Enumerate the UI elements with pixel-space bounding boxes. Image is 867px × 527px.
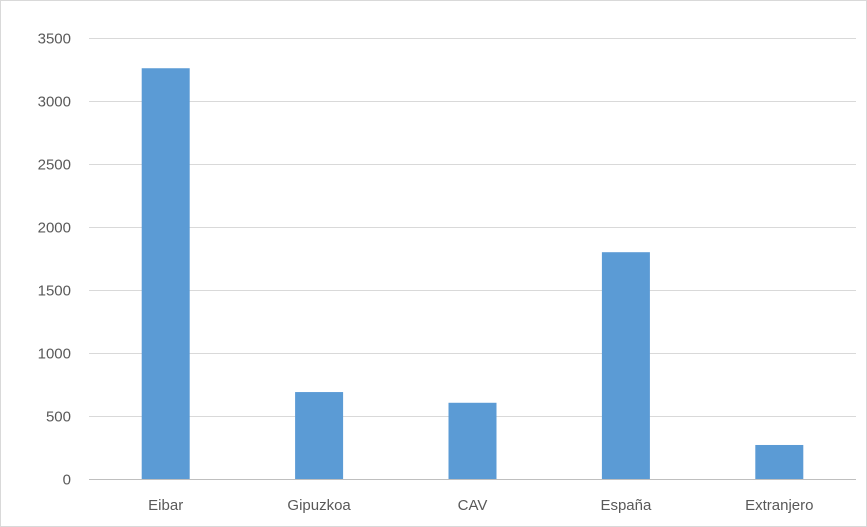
x-category-label: CAV	[458, 497, 488, 514]
y-tick-label: 2000	[38, 220, 71, 237]
y-tick-label: 500	[46, 409, 71, 426]
bar-gipuzkoa	[295, 392, 344, 479]
x-category-label: Gipuzkoa	[287, 497, 351, 514]
bar-españa	[601, 252, 650, 479]
x-axis-category-labels: Eibar Gipuzkoa CAV España Extranjero	[148, 497, 813, 514]
y-axis-tick-labels: 0 500 1000 1500 2000 2500 3000 3500	[38, 31, 71, 489]
y-tick-label: 1500	[38, 283, 71, 300]
gridlines	[89, 38, 856, 480]
bars	[141, 68, 804, 480]
x-category-label: Extranjero	[745, 497, 813, 514]
bar-extranjero	[755, 444, 804, 479]
x-category-label: Eibar	[148, 497, 183, 514]
y-tick-label: 1000	[38, 346, 71, 363]
y-tick-label: 3500	[38, 31, 71, 48]
y-tick-label: 3000	[38, 94, 71, 111]
y-tick-label: 2500	[38, 157, 71, 174]
y-tick-label: 0	[63, 472, 71, 489]
bar-cav	[448, 402, 497, 479]
x-category-label: España	[600, 497, 652, 514]
bar-eibar	[141, 68, 190, 480]
